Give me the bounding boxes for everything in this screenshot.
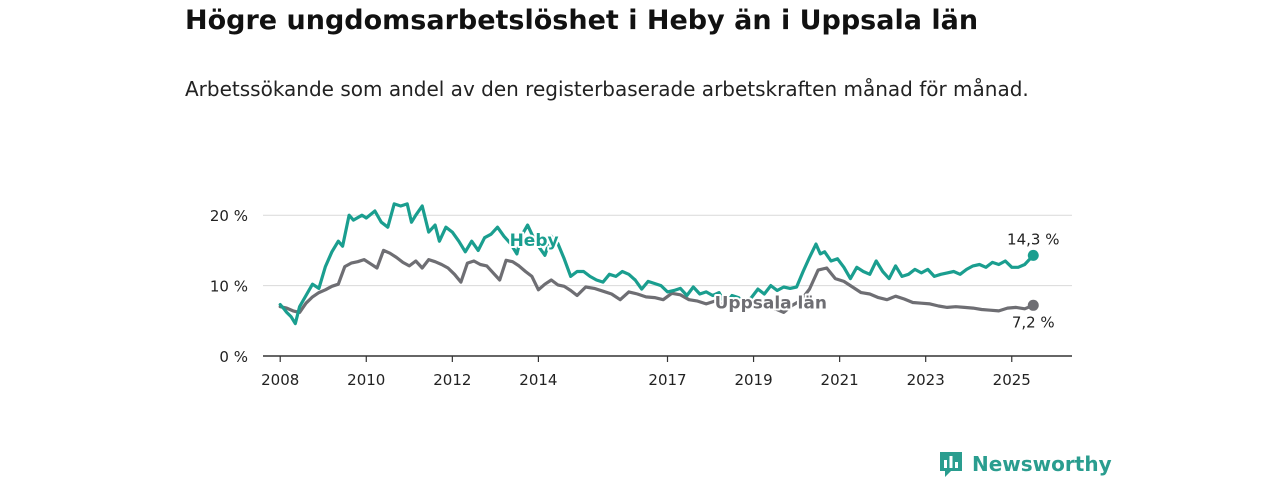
y-axis-ticks: 0 % 10 % 20 % bbox=[210, 207, 248, 366]
y-tick-label: 0 % bbox=[219, 348, 248, 366]
x-tick-label: 2021 bbox=[821, 371, 859, 389]
x-tick-label: 2019 bbox=[734, 371, 772, 389]
uppsala-end-value-label: 7,2 % bbox=[1012, 313, 1055, 331]
series-end-point-uppsala-l-n bbox=[1027, 299, 1039, 311]
series-lines bbox=[278, 202, 1039, 326]
chart-subtitle: Arbetssökande som andel av den registerb… bbox=[185, 77, 1029, 101]
y-tick-label: 10 % bbox=[210, 278, 248, 296]
line-chart: 0 % 10 % 20 % 2008 2010 2012 2014 2017 2019 2021… bbox=[210, 202, 1072, 389]
x-tick-label: 2012 bbox=[433, 371, 471, 389]
newsworthy-logo-icon bbox=[940, 452, 962, 477]
x-axis: 2008 2010 2012 2014 2017 2019 2021 2023 2025 bbox=[261, 355, 1072, 389]
series-label-uppsala-l-n: Uppsala län bbox=[715, 293, 827, 313]
series-labels: Heby Uppsala län 14,3 % 7,2 % bbox=[508, 229, 1061, 333]
x-tick-label: 2023 bbox=[907, 371, 945, 389]
y-tick-label: 20 % bbox=[210, 207, 248, 225]
brand-name: Newsworthy bbox=[972, 452, 1112, 476]
x-tick-label: 2014 bbox=[519, 371, 557, 389]
newsworthy-brand[interactable]: Newsworthy bbox=[938, 449, 1112, 479]
grid-lines bbox=[263, 214, 1072, 287]
x-tick-label: 2017 bbox=[648, 371, 686, 389]
x-tick-label: 2010 bbox=[347, 371, 385, 389]
chart-title: Högre ungdomsarbetslöshet i Heby än i Up… bbox=[185, 5, 979, 36]
heby-end-value-label: 14,3 % bbox=[1007, 230, 1059, 248]
x-tick-label: 2025 bbox=[993, 371, 1031, 389]
series-label-heby: Heby bbox=[510, 231, 559, 251]
x-tick-label: 2008 bbox=[261, 371, 299, 389]
series-line-heby bbox=[278, 202, 1035, 326]
series-end-point-heby bbox=[1027, 249, 1039, 261]
series-line-uppsala-l-n bbox=[278, 248, 1035, 314]
